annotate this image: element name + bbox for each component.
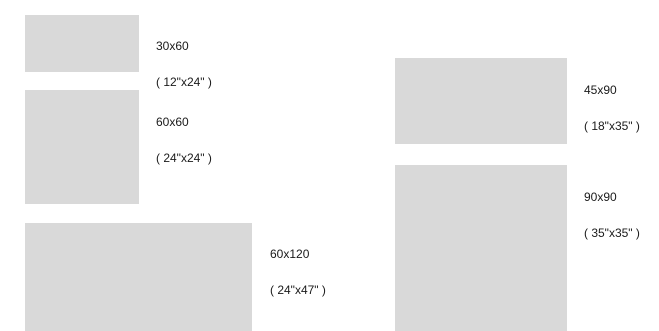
tile-60x120-swatch [25, 223, 252, 331]
tile-60x60-size-in: ( 24"x24" ) [156, 151, 212, 165]
tile-30x60-swatch [25, 15, 139, 72]
tile-60x120-size-cm: 60x120 [270, 247, 310, 261]
tile-90x90-size-cm: 90x90 [584, 190, 617, 204]
tile-60x120-size-in: ( 24"x47" ) [270, 283, 326, 297]
tile-30x60-size-in: ( 12"x24" ) [156, 75, 212, 89]
tile-60x60-label: 60x60 ( 24"x24" ) [156, 92, 212, 188]
tile-45x90-size-in: ( 18"x35" ) [584, 119, 640, 133]
tile-90x90-label: 90x90 ( 35"x35" ) [584, 167, 640, 263]
tile-45x90-size-cm: 45x90 [584, 83, 617, 97]
tile-60x60-swatch [25, 90, 139, 204]
tile-30x60-size-cm: 30x60 [156, 39, 189, 53]
tile-90x90-size-in: ( 35"x35" ) [584, 226, 640, 240]
tile-45x90-swatch [395, 58, 567, 144]
tile-45x90-label: 45x90 ( 18"x35" ) [584, 60, 640, 156]
tile-30x60-label: 30x60 ( 12"x24" ) [156, 16, 212, 112]
tile-60x120-label: 60x120 ( 24"x47" ) [270, 224, 326, 320]
tile-60x60-size-cm: 60x60 [156, 115, 189, 129]
tile-90x90-swatch [395, 165, 567, 331]
